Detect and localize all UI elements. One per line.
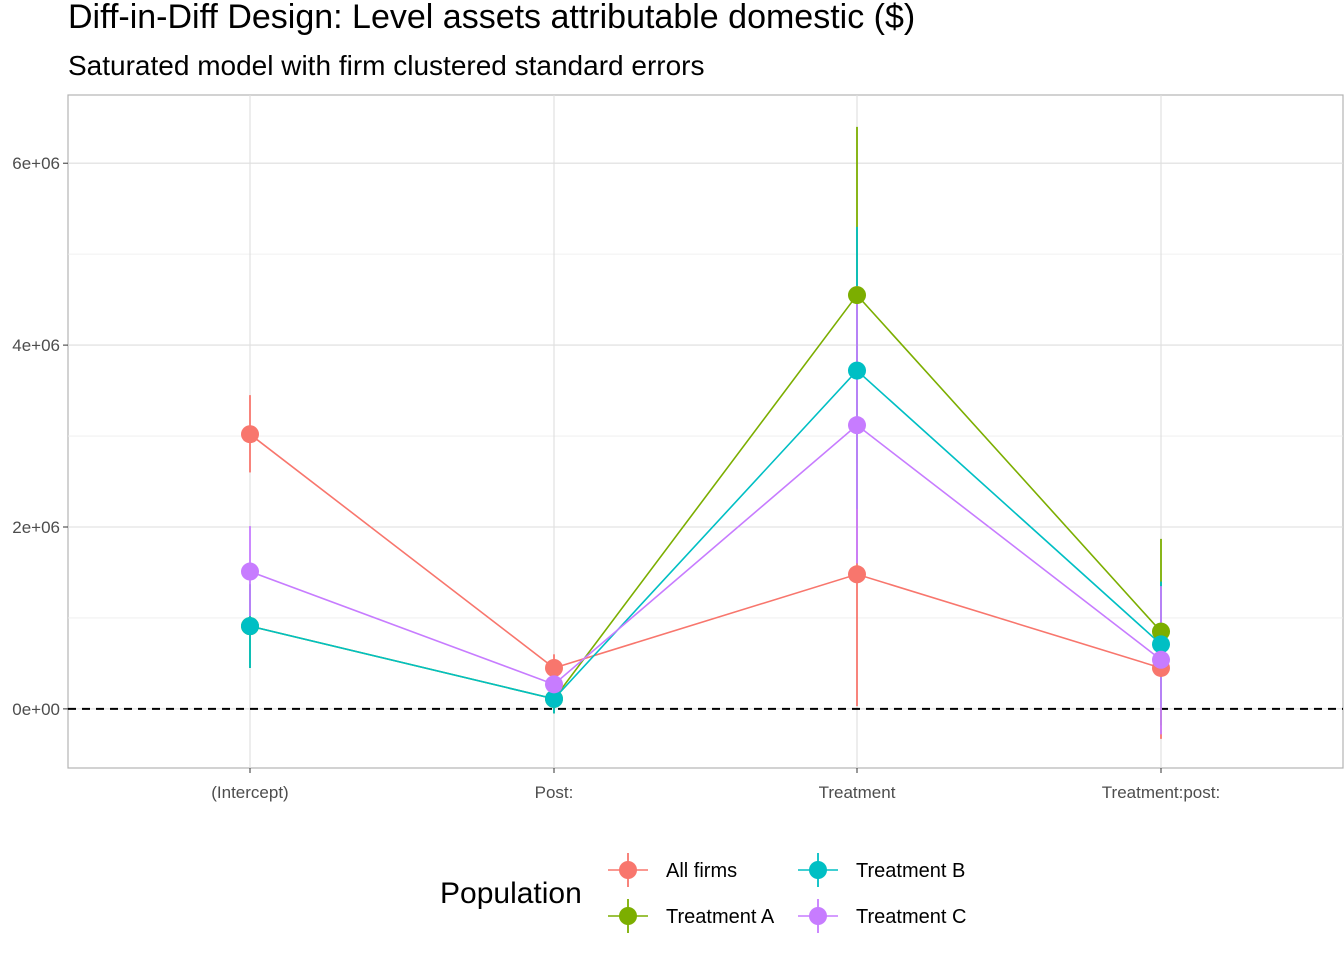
- plot-panel: [67, 94, 1344, 769]
- data-point: [545, 658, 563, 677]
- series-line-treatment-c: [249, 424, 1162, 686]
- x-axis: (Intercept) Post: Treatment Treatment:post:: [211, 768, 1220, 802]
- data-point: [848, 416, 866, 435]
- data-point: [1152, 622, 1170, 641]
- data-point: [848, 565, 866, 584]
- x-tick-label: Post:: [535, 783, 574, 802]
- data-point: [241, 562, 259, 581]
- x-tick-label: Treatment:post:: [1102, 783, 1220, 802]
- x-tick-label: Treatment: [819, 783, 896, 802]
- data-point: [241, 617, 259, 636]
- legend-item-all-firms: All firms: [608, 853, 737, 887]
- series-lines: [249, 293, 1162, 700]
- legend-item-treatment-b: Treatment B: [798, 853, 965, 887]
- data-point: [848, 361, 866, 380]
- legend: Population All firms Treatment A Treatment…: [440, 853, 966, 933]
- legend-item-treatment-c: Treatment C: [798, 899, 966, 933]
- legend-key-point: [619, 861, 637, 879]
- data-point: [241, 425, 259, 444]
- chart-subtitle: Saturated model with firm clustered stan…: [68, 50, 705, 81]
- series-points: [241, 286, 1170, 708]
- legend-key-point: [619, 907, 637, 925]
- series-line-treatment-b: [249, 369, 1162, 700]
- legend-label: Treatment A: [666, 906, 775, 928]
- legend-label: All firms: [666, 860, 737, 882]
- x-tick-label: (Intercept): [211, 783, 288, 802]
- series-line-all-firms: [249, 433, 1162, 669]
- data-point: [545, 689, 563, 708]
- y-axis: 0e+00 2e+06 4e+06 6e+06: [12, 154, 68, 719]
- data-point: [848, 286, 866, 305]
- legend-key-point: [809, 861, 827, 879]
- y-tick-label: 6e+06: [12, 154, 60, 173]
- y-tick-label: 4e+06: [12, 336, 60, 355]
- data-point: [1152, 635, 1170, 654]
- data-point: [1152, 650, 1170, 669]
- legend-title: Population: [440, 877, 582, 910]
- y-tick-label: 2e+06: [12, 518, 60, 537]
- data-point: [545, 675, 563, 694]
- legend-label: Treatment C: [856, 906, 966, 928]
- legend-label: Treatment B: [856, 860, 965, 882]
- y-tick-label: 0e+00: [12, 700, 60, 719]
- chart-title: Diff-in-Diff Design: Level assets attrib…: [68, 0, 915, 36]
- legend-key-point: [809, 907, 827, 925]
- legend-item-treatment-a: Treatment A: [608, 899, 775, 933]
